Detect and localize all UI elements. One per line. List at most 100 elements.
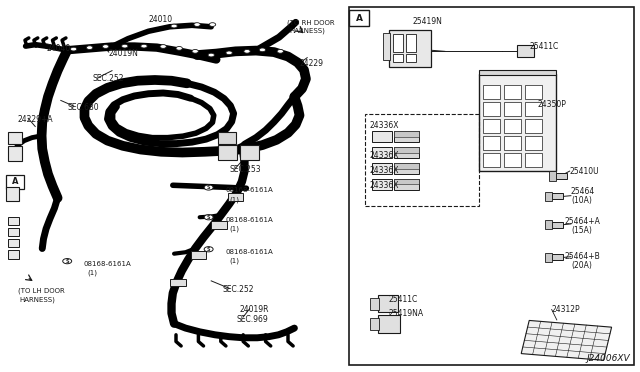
Circle shape — [208, 53, 214, 57]
Text: SEC.680: SEC.680 — [67, 103, 99, 112]
Circle shape — [204, 215, 213, 220]
Text: (1): (1) — [229, 196, 239, 203]
Text: 24019R: 24019R — [240, 305, 269, 314]
Bar — [552, 254, 563, 260]
Circle shape — [244, 49, 250, 53]
Bar — [406, 54, 416, 62]
Text: 24336X: 24336X — [370, 181, 399, 190]
Bar — [389, 30, 431, 67]
Bar — [393, 34, 403, 52]
Bar — [552, 193, 563, 199]
Circle shape — [194, 23, 200, 26]
Bar — [483, 153, 500, 167]
Bar — [504, 153, 521, 167]
Circle shape — [204, 185, 213, 190]
Text: 25419NA: 25419NA — [388, 309, 424, 318]
Text: 25419N: 25419N — [413, 17, 443, 26]
Circle shape — [209, 23, 216, 26]
Bar — [6, 187, 19, 201]
Bar — [525, 119, 542, 133]
Text: 24336X: 24336X — [370, 166, 399, 175]
Bar — [378, 315, 400, 333]
Circle shape — [70, 47, 77, 51]
Bar — [483, 102, 500, 116]
Bar — [393, 54, 403, 62]
Circle shape — [192, 49, 198, 53]
Circle shape — [171, 24, 177, 28]
Bar — [479, 70, 556, 75]
Bar — [394, 147, 419, 153]
Bar — [556, 173, 567, 179]
Bar — [218, 145, 237, 160]
Text: 24350P: 24350P — [538, 100, 566, 109]
Bar — [6, 175, 24, 189]
Bar — [406, 34, 416, 52]
Circle shape — [102, 45, 109, 48]
Bar — [218, 132, 236, 144]
Text: 08168-6161A: 08168-6161A — [225, 217, 273, 223]
Text: 08168-6161A: 08168-6161A — [225, 249, 273, 255]
Text: SEC.252: SEC.252 — [223, 285, 254, 294]
Bar — [370, 318, 379, 330]
Bar — [479, 74, 556, 171]
Bar — [394, 147, 419, 158]
Bar — [211, 221, 227, 229]
Circle shape — [259, 48, 266, 52]
Bar — [525, 102, 542, 116]
Text: (10A): (10A) — [571, 196, 592, 205]
Bar — [240, 145, 259, 160]
Bar — [8, 239, 19, 247]
Bar — [372, 163, 392, 174]
Bar — [545, 253, 552, 262]
Text: SEC.969: SEC.969 — [237, 315, 269, 324]
Circle shape — [63, 259, 72, 264]
Text: 24336X: 24336X — [370, 121, 399, 130]
Text: 25410U: 25410U — [570, 167, 599, 176]
Text: HARNESS): HARNESS) — [289, 28, 325, 35]
Bar — [372, 179, 392, 190]
Bar — [372, 147, 392, 158]
Bar — [370, 298, 379, 310]
Text: 24336X: 24336X — [370, 151, 399, 160]
Text: 25464+A: 25464+A — [564, 217, 600, 226]
Bar — [549, 171, 556, 181]
Bar — [8, 250, 19, 259]
Bar — [517, 45, 534, 57]
Bar — [504, 85, 521, 99]
Circle shape — [277, 49, 284, 53]
Text: 25464+B: 25464+B — [564, 252, 600, 261]
Bar — [394, 179, 419, 184]
Bar — [521, 320, 612, 360]
Bar — [349, 7, 634, 365]
Bar — [525, 85, 542, 99]
Circle shape — [226, 51, 232, 55]
Text: 24010: 24010 — [148, 15, 173, 24]
Text: A: A — [12, 177, 19, 186]
Text: (1): (1) — [87, 270, 97, 276]
Circle shape — [204, 247, 213, 252]
Bar — [525, 153, 542, 167]
Circle shape — [176, 46, 182, 50]
Bar — [545, 192, 552, 201]
Text: (1): (1) — [229, 258, 239, 264]
Text: 25411C: 25411C — [388, 295, 418, 304]
Text: (1): (1) — [229, 226, 239, 232]
Text: 24019N: 24019N — [109, 49, 139, 58]
Bar — [394, 179, 419, 190]
Bar — [170, 279, 186, 286]
Circle shape — [160, 45, 166, 48]
Bar — [394, 131, 419, 137]
Bar — [504, 119, 521, 133]
Bar — [525, 136, 542, 150]
Bar — [552, 222, 563, 228]
Circle shape — [122, 44, 128, 48]
Circle shape — [141, 44, 147, 48]
Bar — [483, 119, 500, 133]
Text: 25464: 25464 — [571, 187, 595, 196]
Bar — [394, 163, 419, 174]
Text: 24312P: 24312P — [552, 305, 580, 314]
Text: 08168-6161A: 08168-6161A — [83, 261, 131, 267]
Text: (TO LH DOOR: (TO LH DOOR — [18, 288, 65, 294]
Bar — [8, 217, 19, 225]
Text: SEC.252: SEC.252 — [93, 74, 124, 83]
